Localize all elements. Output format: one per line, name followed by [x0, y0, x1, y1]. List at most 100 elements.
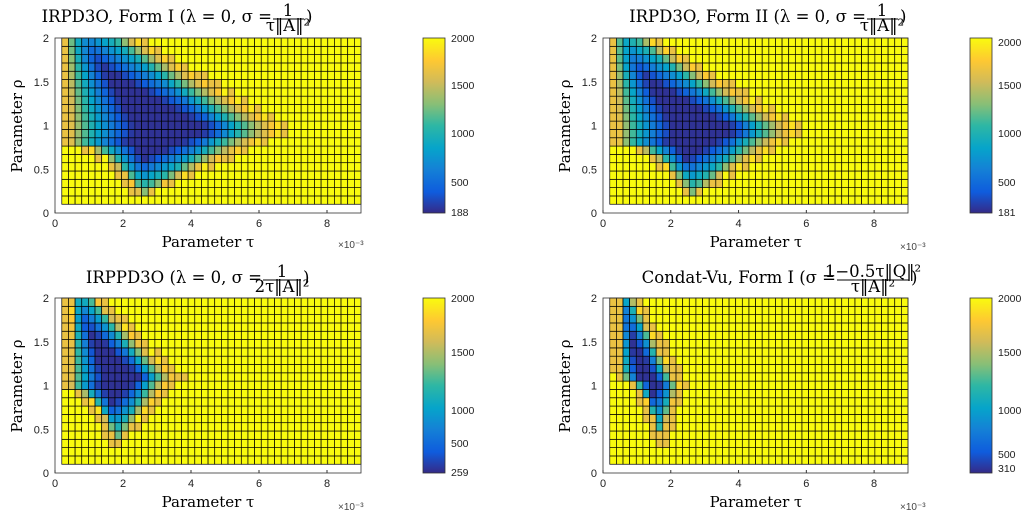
heatmap-cell: [267, 187, 275, 197]
heatmap-cell: [181, 422, 189, 432]
heatmap-cell: [715, 195, 723, 205]
heatmap-cell: [167, 355, 176, 365]
heatmap-cell: [307, 154, 315, 164]
heatmap-cell: [127, 305, 136, 315]
heatmap-cell: [227, 355, 236, 365]
heatmap-cell: [187, 120, 196, 130]
heatmap-cell: [901, 372, 909, 382]
heatmap-cell: [854, 129, 862, 139]
heatmap-cell: [775, 112, 783, 122]
heatmap-cell: [221, 195, 229, 205]
heatmap-cell: [881, 129, 889, 139]
heatmap-cell: [728, 438, 737, 448]
heatmap-cell: [735, 178, 743, 188]
heatmap-cell: [801, 187, 809, 197]
heatmap-cell: [682, 330, 690, 340]
heatmap-cell: [307, 355, 315, 365]
heatmap-cell: [127, 178, 136, 188]
heatmap-cell: [629, 129, 637, 139]
heatmap-cell: [101, 95, 109, 105]
heatmap-cell: [741, 154, 750, 164]
heatmap-cell: [688, 104, 697, 114]
heatmap-cell: [801, 37, 809, 47]
heatmap-cell: [622, 145, 631, 155]
heatmap-cell: [274, 145, 282, 155]
heatmap-cell: [828, 70, 836, 80]
heatmap-cell: [114, 54, 122, 64]
heatmap-cell: [294, 95, 302, 105]
heatmap-cell: [735, 330, 743, 340]
heatmap-cell: [821, 187, 829, 197]
heatmap-cell: [841, 104, 849, 114]
heatmap-cell: [655, 87, 664, 97]
heatmap-cell: [88, 154, 96, 164]
heatmap-cell: [642, 347, 650, 357]
heatmap-cell: [669, 330, 677, 340]
heatmap-cell: [227, 455, 236, 465]
heatmap-cell: [761, 145, 770, 155]
heatmap-cell: [629, 455, 637, 465]
heatmap-cell: [94, 430, 103, 440]
heatmap-cell: [114, 120, 122, 130]
heatmap-cell: [254, 438, 262, 448]
heatmap-cell: [114, 347, 122, 357]
heatmap-cell: [101, 414, 109, 424]
heatmap-cell: [861, 170, 869, 180]
heatmap-cell: [314, 389, 322, 399]
heatmap-cell: [788, 154, 796, 164]
heatmap-cell: [121, 187, 129, 197]
heatmap-cell: [662, 70, 670, 80]
heatmap-cell: [307, 54, 315, 64]
heatmap-cell: [320, 314, 329, 324]
heatmap-cell: [207, 162, 216, 172]
heatmap-cell: [741, 339, 750, 349]
heatmap-cell: [728, 104, 737, 114]
panel-1-x-multiplier: ×10⁻³: [900, 242, 926, 253]
panel-3-cbar-tick: 2000: [998, 293, 1022, 305]
heatmap-cell: [781, 162, 790, 172]
heatmap-cell: [675, 297, 684, 307]
heatmap-cell: [708, 297, 717, 307]
heatmap-cell: [267, 45, 275, 55]
heatmap-cell: [107, 305, 116, 315]
heatmap-cell: [748, 372, 756, 382]
heatmap-cell: [267, 145, 275, 155]
panel-3-ytick: 2: [591, 293, 597, 305]
heatmap-cell: [294, 37, 302, 47]
heatmap-cell: [214, 112, 222, 122]
heatmap-cell: [609, 170, 617, 180]
heatmap-cell: [234, 45, 242, 55]
heatmap-cell: [161, 145, 169, 155]
heatmap-cell: [629, 112, 637, 122]
heatmap-cell: [314, 87, 322, 97]
heatmap-cell: [300, 389, 309, 399]
heatmap-cell: [708, 455, 717, 465]
heatmap-cell: [340, 187, 349, 197]
heatmap-cell: [861, 70, 869, 80]
heatmap-cell: [167, 129, 176, 139]
heatmap-cell: [722, 322, 730, 332]
heatmap-cell: [314, 430, 322, 440]
heatmap-cell: [722, 339, 730, 349]
heatmap-cell: [274, 397, 282, 407]
heatmap-cell: [881, 154, 889, 164]
heatmap-cell: [761, 347, 770, 357]
heatmap-cell: [834, 187, 843, 197]
heatmap-cell: [682, 397, 690, 407]
heatmap-cell: [841, 455, 849, 465]
heatmap-cell: [254, 355, 262, 365]
heatmap-cell: [775, 380, 783, 390]
heatmap-cell: [88, 195, 96, 205]
heatmap-cell: [267, 137, 275, 147]
heatmap-cell: [801, 95, 809, 105]
heatmap-cell: [649, 154, 657, 164]
heatmap-cell: [127, 170, 136, 180]
heatmap-cell: [848, 120, 856, 130]
heatmap-cell: [327, 54, 335, 64]
heatmap-cell: [141, 305, 149, 315]
heatmap-cell: [274, 79, 282, 89]
heatmap-cell: [834, 79, 843, 89]
heatmap-cell: [861, 422, 869, 432]
heatmap-cell: [161, 79, 169, 89]
heatmap-cell: [861, 297, 869, 307]
